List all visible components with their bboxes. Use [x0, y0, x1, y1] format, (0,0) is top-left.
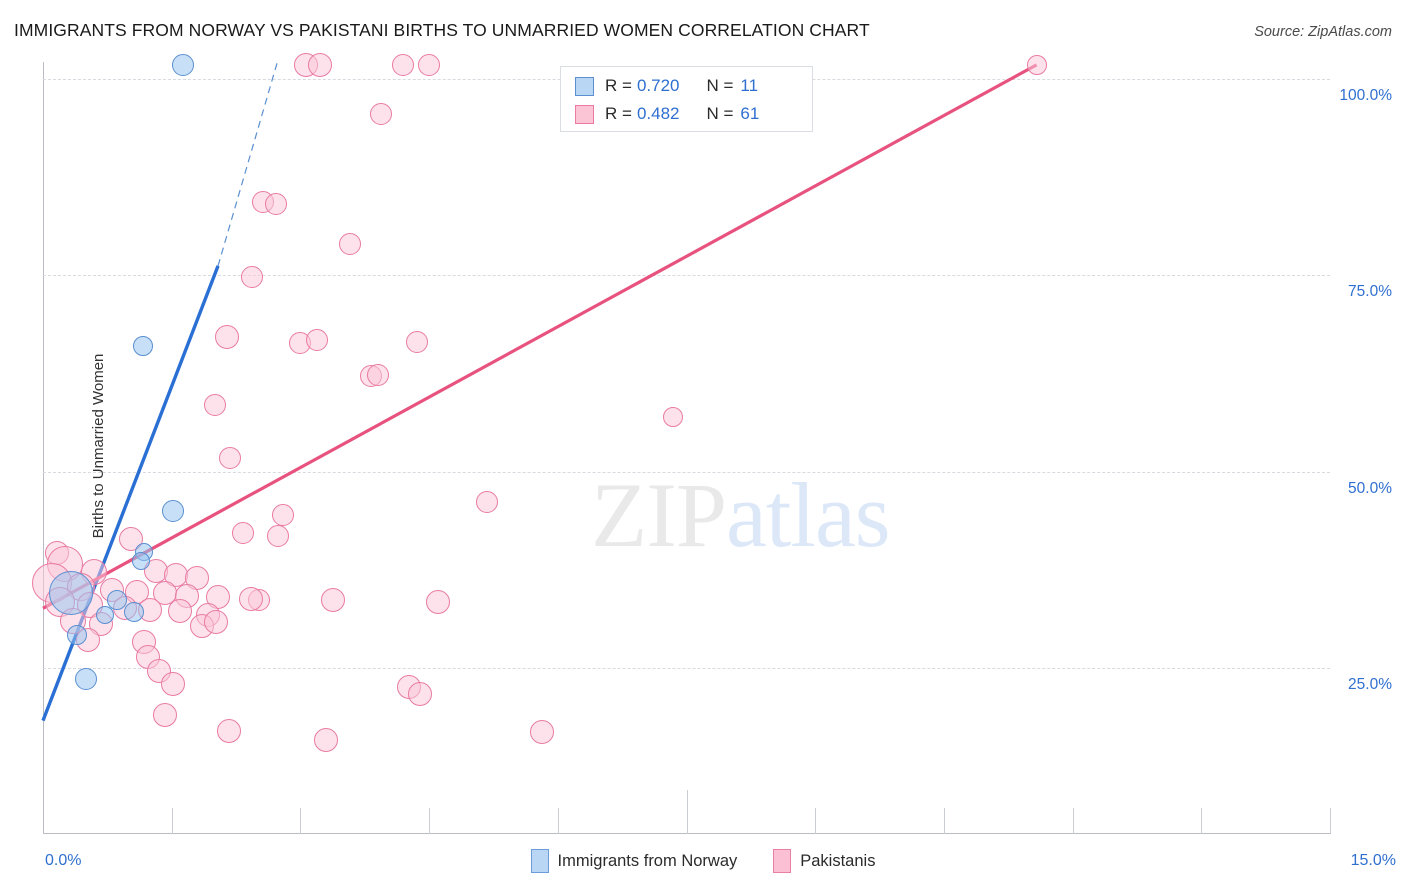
data-point-pakistanis[interactable] — [662, 406, 683, 427]
data-point-pakistanis[interactable] — [265, 192, 288, 215]
trendline-pakistanis — [42, 63, 1038, 610]
y-axis-tick-label: 50.0% — [1348, 479, 1392, 497]
data-point-norway[interactable] — [162, 499, 185, 522]
x-axis-tick — [557, 808, 559, 834]
data-point-pakistanis[interactable] — [418, 53, 441, 76]
data-point-pakistanis[interactable] — [407, 681, 432, 706]
data-point-pakistanis[interactable] — [406, 331, 429, 354]
trend-lines — [41, 62, 1038, 722]
x-axis-tick — [1330, 808, 1331, 834]
series-legend-label: Immigrants from Norway — [557, 851, 738, 870]
series-legend-swatch — [530, 849, 549, 873]
n-value: 61 — [740, 104, 760, 123]
gridline — [43, 471, 1330, 473]
data-point-pakistanis[interactable] — [272, 503, 295, 526]
data-point-pakistanis[interactable] — [314, 728, 339, 753]
correlation-stats-legend: R = 0.720 N = 11 R = 0.482 N = 61 — [560, 66, 813, 132]
data-point-norway[interactable] — [67, 625, 88, 646]
data-point-pakistanis[interactable] — [152, 703, 177, 728]
data-point-norway[interactable] — [49, 570, 94, 615]
data-point-pakistanis[interactable] — [391, 53, 414, 76]
r-value: 0.720 — [636, 76, 680, 95]
r-value: 0.482 — [636, 104, 680, 123]
data-point-pakistanis[interactable] — [339, 232, 362, 255]
data-point-pakistanis[interactable] — [138, 597, 163, 622]
n-label: N = — [706, 104, 734, 123]
data-point-pakistanis[interactable] — [305, 328, 328, 351]
x-axis-tick — [1072, 808, 1074, 834]
data-point-pakistanis[interactable] — [219, 447, 242, 470]
plot-area: ZIPatlas — [31, 52, 1331, 834]
data-point-pakistanis[interactable] — [204, 393, 227, 416]
data-point-pakistanis[interactable] — [238, 586, 263, 611]
data-point-norway[interactable] — [132, 336, 153, 356]
series-legend-item[interactable]: Immigrants from Norway — [530, 849, 738, 873]
data-point-pakistanis[interactable] — [241, 265, 264, 288]
y-axis-tick-label: 75.0% — [1348, 283, 1392, 301]
data-point-norway[interactable] — [123, 602, 144, 623]
x-axis-tick — [429, 808, 431, 834]
data-point-norway[interactable] — [95, 605, 114, 624]
y-axis-tick-label: 25.0% — [1348, 676, 1392, 693]
series-legend-item[interactable]: Pakistanis — [773, 849, 875, 873]
page-title: IMMIGRANTS FROM NORWAY VS PAKISTANI BIRT… — [14, 20, 870, 40]
data-point-pakistanis[interactable] — [215, 324, 240, 349]
x-axis-tick — [171, 808, 173, 834]
y-axis-tick-label: 100.0% — [1339, 87, 1392, 104]
data-point-norway[interactable] — [131, 552, 150, 571]
data-point-norway[interactable] — [106, 589, 127, 610]
r-label: R = — [605, 104, 632, 123]
data-point-pakistanis[interactable] — [1026, 54, 1047, 75]
data-point-pakistanis[interactable] — [161, 671, 186, 696]
r-label: R = — [605, 76, 632, 95]
stats-legend-swatch — [575, 76, 594, 96]
y-axis-line — [43, 62, 44, 834]
x-axis-tick — [943, 808, 945, 834]
data-point-pakistanis[interactable] — [231, 521, 254, 544]
data-point-pakistanis[interactable] — [321, 588, 345, 613]
x-axis-min-label: 0.0% — [45, 852, 82, 869]
x-axis-max-label: 15.0% — [1350, 852, 1396, 869]
series-legend: Immigrants from Norway Pakistanis — [0, 849, 1406, 873]
data-point-pakistanis[interactable] — [168, 599, 193, 624]
gridline — [43, 668, 1330, 669]
data-point-pakistanis[interactable] — [367, 364, 390, 387]
data-point-pakistanis[interactable] — [530, 720, 555, 745]
data-point-pakistanis[interactable] — [204, 610, 229, 635]
series-legend-label: Pakistanis — [800, 851, 876, 870]
x-axis-tick — [686, 790, 688, 834]
x-axis-tick — [1201, 808, 1203, 834]
data-point-norway[interactable] — [171, 53, 194, 76]
stats-legend-row: R = 0.482 N = 61 — [561, 100, 812, 128]
n-label: N = — [706, 76, 734, 95]
source-label: Source: ZipAtlas.com — [1254, 24, 1392, 40]
data-point-pakistanis[interactable] — [370, 102, 393, 125]
trendline-norway-solid — [41, 265, 220, 722]
data-point-pakistanis[interactable] — [425, 590, 450, 615]
data-point-pakistanis[interactable] — [308, 52, 333, 77]
data-point-pakistanis[interactable] — [267, 525, 290, 548]
stats-legend-swatch — [575, 104, 594, 124]
trendline-norway-dashed — [217, 62, 278, 267]
data-point-norway[interactable] — [74, 667, 97, 690]
stats-legend-row: R = 0.720 N = 11 — [561, 72, 812, 100]
n-value: 11 — [740, 76, 759, 95]
data-point-pakistanis[interactable] — [476, 490, 499, 513]
data-point-pakistanis[interactable] — [217, 718, 242, 743]
x-axis-tick — [300, 808, 302, 834]
x-axis-tick — [815, 808, 817, 834]
series-legend-swatch — [773, 849, 792, 873]
gridline — [43, 275, 1330, 277]
